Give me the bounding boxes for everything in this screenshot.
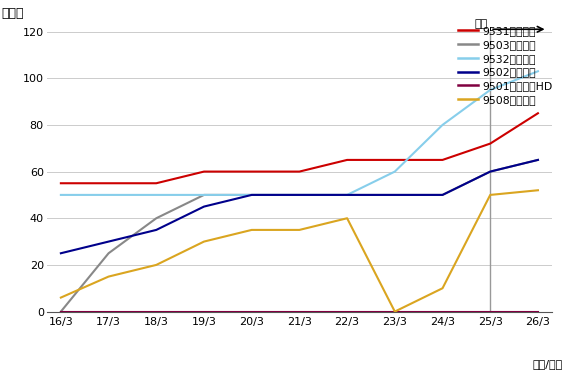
- Text: （円）: （円）: [1, 8, 23, 20]
- Legend: 9531東京ガス, 9503関西電力, 9532大阪ガス, 9502中部電力, 9501東京電力HD, 9508九州電力: 9531東京ガス, 9503関西電力, 9532大阪ガス, 9502中部電力, …: [458, 26, 552, 105]
- Text: 予想: 予想: [475, 19, 488, 29]
- Text: （年/月）: （年/月）: [532, 359, 562, 369]
